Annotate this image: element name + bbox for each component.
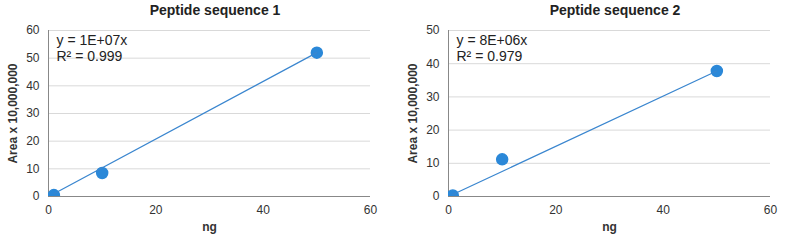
svg-text:30: 30 xyxy=(26,106,40,120)
svg-text:Area x 10,000,000: Area x 10,000,000 xyxy=(6,63,20,163)
html-text:Peptide sequence 1: Peptide sequence 1 xyxy=(149,2,281,18)
svg-text:40: 40 xyxy=(26,79,40,93)
svg-text:0: 0 xyxy=(45,203,52,217)
svg-text:60: 60 xyxy=(364,203,378,217)
svg-text:y = 1E+07xR² = 0.999: y = 1E+07xR² = 0.999 xyxy=(57,32,128,63)
svg-text:Area x 10,000,000: Area x 10,000,000 xyxy=(406,63,420,163)
svg-text:20: 20 xyxy=(26,134,40,148)
svg-text:0: 0 xyxy=(433,189,440,203)
svg-text:10: 10 xyxy=(426,156,440,170)
svg-text:0: 0 xyxy=(33,189,40,203)
svg-text:0: 0 xyxy=(445,203,452,217)
svg-text:ng: ng xyxy=(602,220,617,234)
svg-text:50: 50 xyxy=(26,51,40,65)
svg-text:10: 10 xyxy=(26,162,40,176)
svg-text:50: 50 xyxy=(426,23,440,37)
svg-text:60: 60 xyxy=(26,23,40,37)
svg-text:ng: ng xyxy=(202,220,217,234)
svg-text:20: 20 xyxy=(149,203,163,217)
svg-text:40: 40 xyxy=(656,203,670,217)
svg-text:30: 30 xyxy=(426,90,440,104)
html-text:Peptide sequence 2: Peptide sequence 2 xyxy=(549,2,681,18)
svg-text:20: 20 xyxy=(426,123,440,137)
svg-text:40: 40 xyxy=(256,203,270,217)
svg-text:20: 20 xyxy=(549,203,563,217)
svg-text:60: 60 xyxy=(764,203,778,217)
svg-text:40: 40 xyxy=(426,57,440,71)
svg-text:y = 8E+06xR² = 0.979: y = 8E+06xR² = 0.979 xyxy=(457,32,528,63)
